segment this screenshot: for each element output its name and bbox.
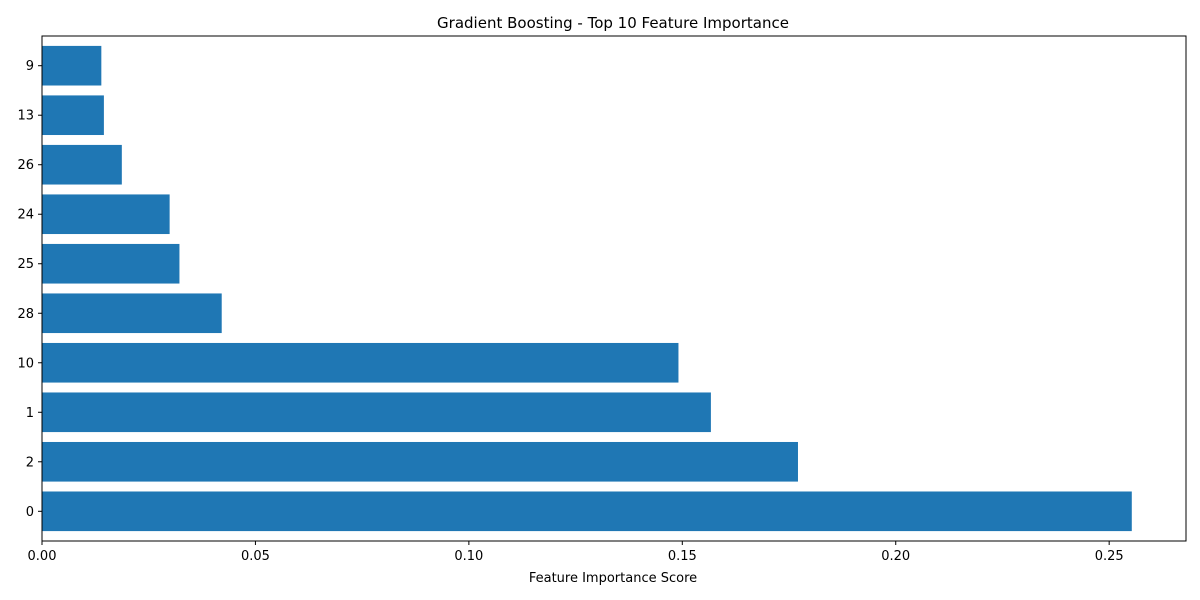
bar-feature-10 [42,342,679,383]
y-tick-label: 2 [26,455,34,470]
x-tick-label: 0.00 [28,549,57,564]
y-tick-label: 13 [17,109,34,124]
y-tick-label: 10 [17,356,34,371]
bar-feature-28 [42,293,222,334]
bar-feature-9 [42,45,102,86]
x-tick-label: 0.25 [1095,549,1124,564]
x-tick-label: 0.15 [668,549,697,564]
bar-feature-13 [42,95,104,136]
bars-group [42,45,1132,532]
x-tick-label: 0.20 [881,549,910,564]
bar-feature-0 [42,491,1132,532]
y-tick-label: 9 [26,59,34,74]
y-tick-label: 0 [26,505,34,520]
y-tick-label: 1 [26,406,34,421]
bar-feature-24 [42,194,170,235]
y-tick-label: 25 [17,257,34,272]
bar-feature-2 [42,441,798,482]
y-axis-ticks: 0 2 1 10 28 25 24 26 13 9 [17,59,42,520]
chart-title: Gradient Boosting - Top 10 Feature Impor… [437,14,789,32]
bar-feature-25 [42,243,180,284]
x-tick-label: 0.10 [454,549,483,564]
bar-feature-1 [42,392,711,433]
x-tick-label: 0.05 [241,549,270,564]
x-axis-label: Feature Importance Score [529,571,697,586]
x-axis-ticks: 0.00 0.05 0.10 0.15 0.20 0.25 [28,541,1124,564]
y-tick-label: 26 [17,158,34,173]
y-tick-label: 24 [17,208,34,223]
y-tick-label: 28 [17,307,34,322]
plot-frame [41,35,1187,542]
bar-feature-26 [42,144,122,185]
